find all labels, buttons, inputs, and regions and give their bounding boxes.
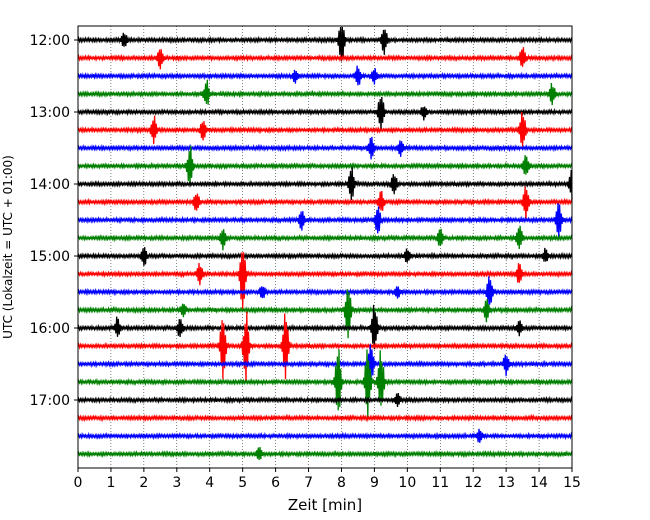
trace-1515	[77, 252, 573, 311]
x-tick-label: 0	[74, 475, 83, 491]
trace-1345	[77, 145, 573, 187]
x-tick-label: 5	[238, 475, 247, 491]
trace-1315	[77, 112, 573, 147]
x-tick-label: 1	[106, 475, 115, 491]
x-tick-label: 2	[139, 475, 148, 491]
x-tick-label: 12	[464, 475, 482, 491]
trace-lines	[77, 26, 573, 460]
trace-1745	[77, 446, 573, 460]
y-tick-label: 15:00	[30, 249, 70, 265]
trace-1715	[77, 413, 573, 423]
x-axis: 0 1 2 3 4 5 6 7 8 9 10 11 12 13 14 15	[74, 468, 581, 491]
trace-1445	[77, 225, 573, 251]
trace-1330	[77, 136, 573, 160]
x-tick-label: 6	[271, 475, 280, 491]
trace-1230	[77, 65, 573, 86]
trace-1700	[77, 393, 573, 407]
x-tick-label: 8	[337, 475, 346, 491]
y-axis-label: UTC (Lokalzeit = UTC + 01:00)	[1, 155, 15, 339]
y-tick-label: 12:00	[30, 33, 70, 49]
trace-1730	[77, 428, 573, 443]
trace-1600	[77, 304, 573, 350]
y-tick-label: 13:00	[30, 105, 70, 121]
trace-1200	[77, 26, 573, 62]
x-tick-label: 4	[205, 475, 214, 491]
trace-1430	[77, 203, 573, 239]
trace-1615	[77, 311, 573, 383]
trace-1500	[77, 247, 573, 266]
x-tick-label: 7	[304, 475, 313, 491]
y-tick-label: 17:00	[30, 393, 70, 409]
x-tick-label: 11	[431, 475, 449, 491]
trace-1545	[77, 289, 573, 339]
plot-area-frame	[77, 25, 573, 469]
y-axis: 12:00 13:00 14:00 15:00 16:00 17:00	[30, 33, 78, 409]
trace-1300	[77, 96, 573, 131]
trace-1215	[77, 47, 573, 70]
y-tick-label: 14:00	[30, 177, 70, 193]
trace-1630	[77, 344, 573, 378]
x-tick-label: 3	[172, 475, 181, 491]
x-tick-label: 10	[398, 475, 416, 491]
x-axis-label: Zeit [min]	[288, 496, 362, 514]
trace-1400	[77, 167, 573, 201]
trace-1645	[77, 349, 573, 419]
y-tick-label: 16:00	[30, 321, 70, 337]
trace-1530	[77, 276, 573, 305]
trace-1415	[77, 186, 573, 222]
trace-1245	[77, 79, 573, 106]
x-tick-label: 13	[497, 475, 515, 491]
x-tick-label: 14	[530, 475, 548, 491]
x-tick-label: 9	[370, 475, 379, 491]
x-tick-label: 15	[563, 475, 581, 491]
